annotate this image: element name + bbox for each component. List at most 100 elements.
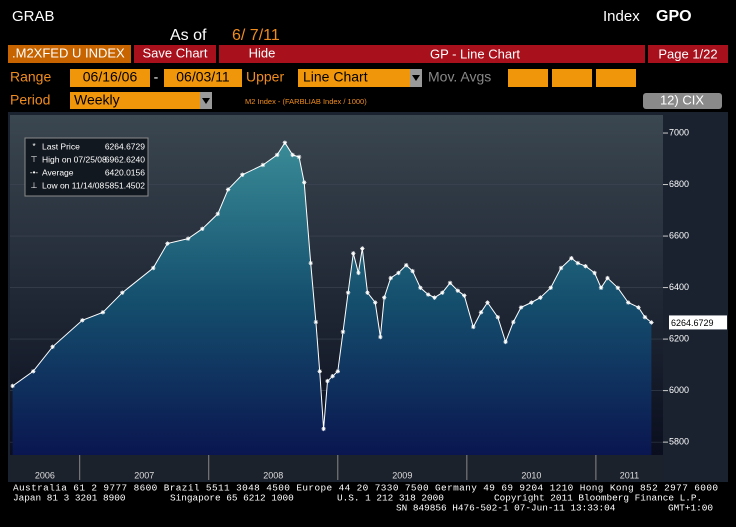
point [529,300,534,305]
legend-icon: ⊤ [31,155,38,164]
mov-avg-field[interactable] [508,69,548,87]
point [538,295,543,300]
point [274,152,280,158]
hide-button[interactable] [219,45,305,63]
legend-label: Low on 11/14/08 [42,180,104,190]
x-tick-label: 2006 [35,470,55,480]
point [462,293,467,298]
index-label: Index [603,8,640,25]
last-price-flag [669,315,727,330]
save-label[interactable]: Save Chart [142,45,207,60]
mov-avg-field[interactable] [596,69,636,87]
footer-text: Japan 81 3 3201 8900 [13,492,126,503]
dropdown-arrow [202,98,210,104]
point [403,262,409,268]
point [378,334,383,340]
point [335,369,340,374]
point [575,260,581,266]
point [351,251,356,256]
footer-text: Copyright 2011 Bloomberg Finance L.P. [494,492,702,503]
dropdown-arrow [412,75,420,81]
page-number: Page 1/22 [658,46,717,61]
hide-label[interactable]: Hide [249,45,276,60]
x-tick-label: 2011 [620,470,639,480]
end-date[interactable]: 06/03/11 [176,69,230,85]
period-value[interactable]: Weekly [74,92,120,108]
start-field[interactable] [70,69,150,87]
legend-value: 5851.4502 [105,180,145,190]
point [425,292,431,297]
line [12,141,652,429]
point [382,295,387,300]
cix-button[interactable] [643,93,722,109]
point [410,268,415,274]
point [373,300,378,305]
ticker-box [8,45,131,63]
point [418,285,423,291]
chart: 5800 6000 6200 6400 6600 6800 7000 2006 2007 2008… [10,127,727,480]
point [569,256,574,261]
y-tick-label: 5800 [669,436,689,446]
start-date[interactable]: 06/16/06 [83,69,138,85]
point [455,288,461,293]
end-field[interactable] [164,69,242,87]
point [260,162,266,168]
footer-line: Australia 61 2 9777 8600 Brazil 5511 304… [13,482,718,493]
point [31,369,36,374]
point [345,290,351,295]
point [185,236,191,241]
legend-value: 6420.0156 [105,167,145,177]
cix-label[interactable]: 12) CIX [660,92,704,107]
upper-field[interactable] [298,69,410,87]
point [365,290,370,295]
legend-icon: * [32,142,35,151]
legend [24,137,149,197]
upper-value[interactable]: Line Chart [303,69,368,85]
point [503,339,508,345]
period-field[interactable] [70,92,200,109]
point [296,154,302,160]
point [290,152,295,158]
point [302,180,307,185]
point [200,226,205,232]
x-tick-label: 2009 [392,470,412,480]
point [615,285,621,291]
point [321,426,326,432]
point [432,295,437,300]
y-tick-label: 6400 [669,282,689,292]
title-bar [305,45,645,63]
point [240,172,245,177]
legend-label: High on 07/25/08 [42,154,107,164]
point [649,320,654,325]
footer-text: GMT+1:00 [668,502,713,513]
point [10,383,15,389]
point [511,319,516,325]
point [642,314,648,320]
range-label: Range [10,69,51,85]
point [548,285,553,291]
point [282,140,288,145]
point [80,318,85,323]
point [313,319,319,325]
screen-code: GRAB [12,8,55,25]
last-price-label: 6264.6729 [671,318,714,328]
point [151,265,156,271]
mov-avg-field[interactable] [552,69,592,87]
y-tick-label: 6800 [669,179,689,189]
point [625,300,631,305]
point [478,310,484,315]
legend-value: 6962.6240 [105,154,145,164]
point [583,263,588,269]
point [598,285,604,291]
point [330,373,335,379]
y-tick-label: 7000 [669,127,689,137]
save-button[interactable] [134,45,216,63]
upper-label: Upper [246,69,284,85]
point [485,300,490,305]
point [471,324,476,330]
legend-label: Last Price [42,141,80,151]
legend-icon: -•- [30,168,38,177]
y-tick-label: 6600 [669,230,689,240]
y-tick-label: 6200 [669,333,689,343]
function-code: GPO [656,8,692,25]
